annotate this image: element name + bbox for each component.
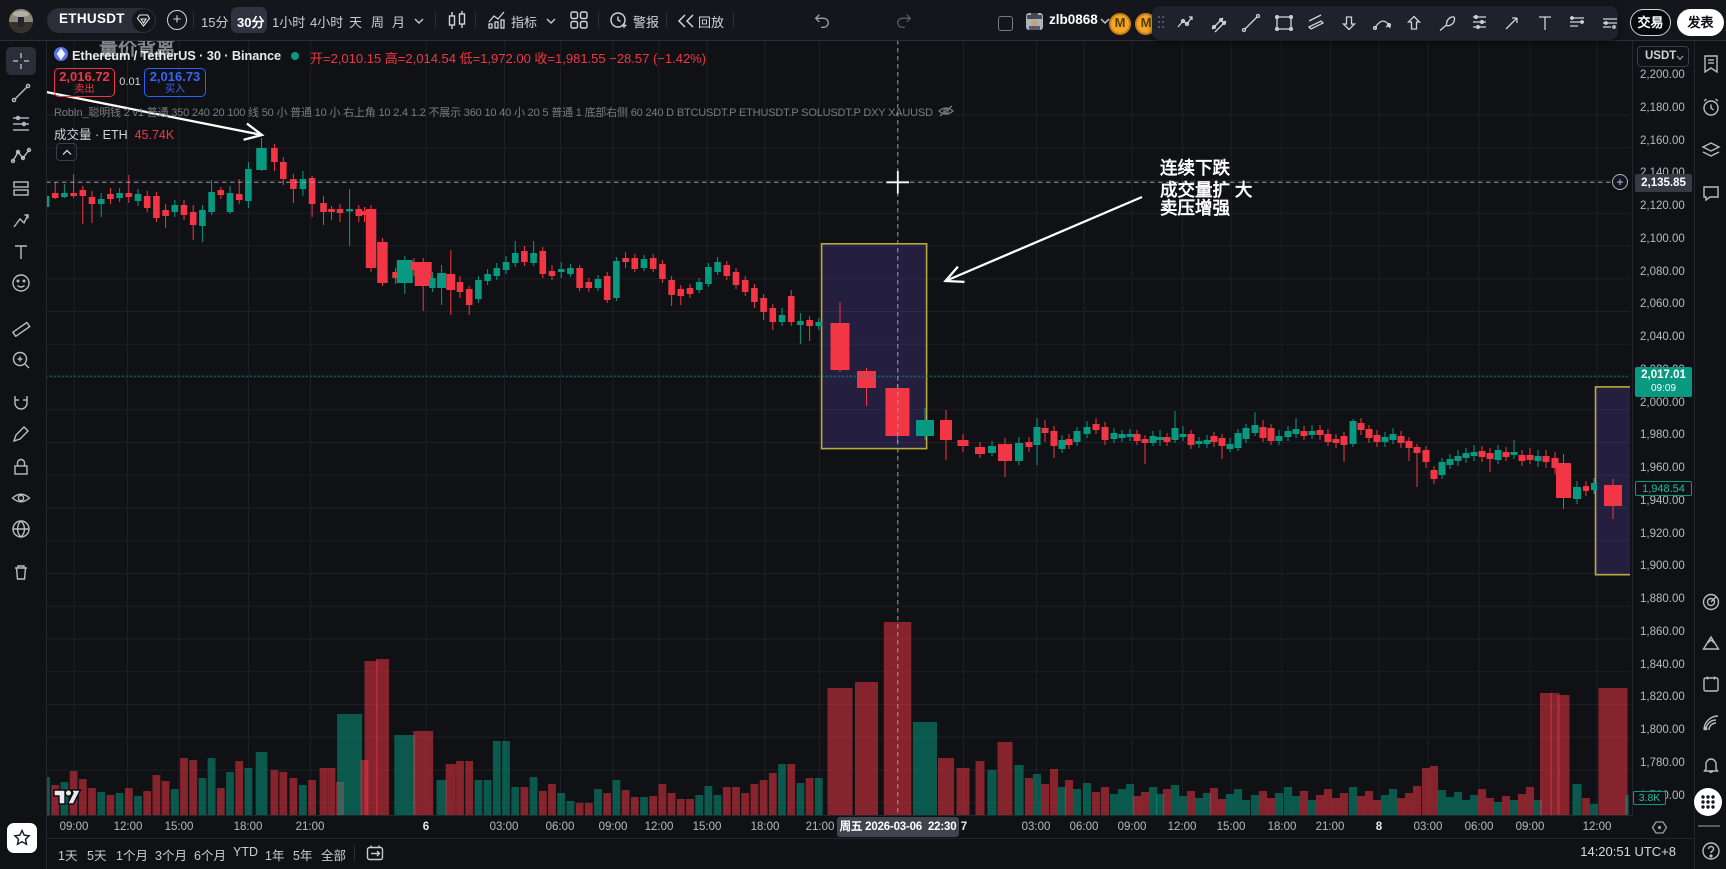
svg-text:量价背离: 量价背离	[99, 40, 175, 60]
svg-text:成交量扩 大: 成交量扩 大	[1160, 180, 1253, 200]
svg-text:连续下跌: 连续下跌	[1160, 158, 1230, 178]
svg-text:卖压增强: 卖压增强	[1160, 198, 1230, 218]
